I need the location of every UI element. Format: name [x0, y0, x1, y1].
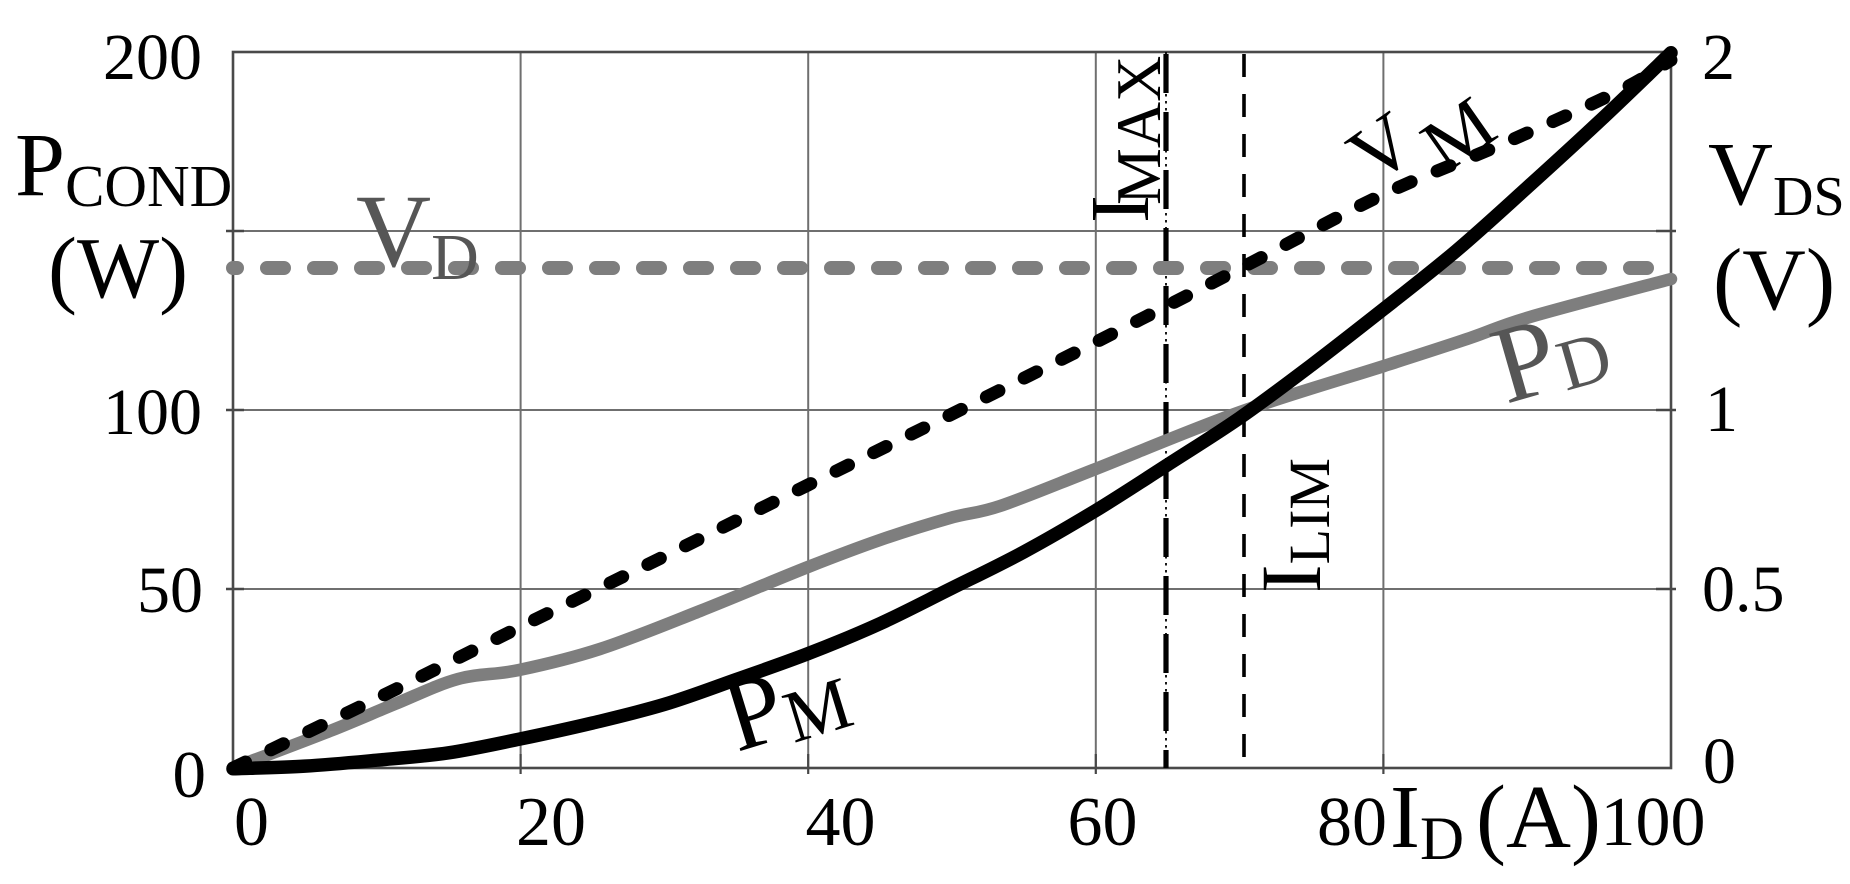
svg-text:0: 0 [1703, 725, 1736, 798]
svg-text:0: 0 [234, 784, 269, 861]
svg-text:100: 100 [1601, 784, 1706, 861]
svg-text:1: 1 [1705, 373, 1738, 446]
svg-text:200: 200 [103, 21, 202, 94]
svg-text:0.5: 0.5 [1702, 553, 1785, 626]
svg-text:0: 0 [173, 738, 207, 812]
svg-text:(A): (A) [1476, 768, 1601, 867]
svg-text:40: 40 [806, 784, 876, 861]
svg-text:80: 80 [1317, 784, 1387, 861]
svg-text:2: 2 [1702, 21, 1735, 94]
svg-text:20: 20 [516, 784, 586, 861]
svg-text:(V): (V) [1713, 232, 1835, 329]
svg-text:(W): (W) [48, 219, 188, 316]
svg-text:100: 100 [103, 376, 202, 449]
svg-text:50: 50 [137, 554, 203, 627]
svg-text:60: 60 [1068, 784, 1138, 861]
